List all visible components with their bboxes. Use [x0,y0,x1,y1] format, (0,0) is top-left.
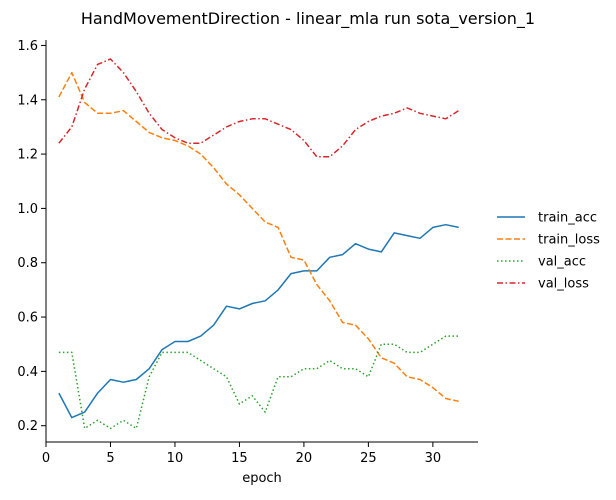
legend-label-val-loss: val_loss [538,277,589,292]
y-tick-label: 1.6 [17,39,38,54]
x-tick-label: 5 [106,451,114,466]
y-tick-label: 0.2 [17,419,38,434]
y-tick-label: 0.4 [17,365,38,380]
legend-label-train-loss: train_loss [538,233,600,248]
x-tick-label: 30 [425,451,442,466]
legend: train_acc train_loss val_acc val_loss [497,211,600,292]
y-tick-label: 1.4 [17,93,38,108]
chart-title: HandMovementDirection - linear_mla run s… [81,9,535,29]
series-line-val-loss [58,58,460,158]
y-tick-label: 1.0 [17,202,38,217]
legend-label-val-acc: val_acc [538,255,586,270]
legend-label-train-acc: train_acc [538,211,597,226]
x-tick-label: 20 [296,451,313,466]
axes: 0 5 10 15 20 25 30 0.2 0.4 0.6 0.8 1.0 1.2 1.4 1.6 [17,39,478,466]
y-tick-label: 1.2 [17,148,38,163]
x-tick-label: 0 [42,451,50,466]
series-line-train-acc [58,223,459,419]
series-line-train-loss [58,71,459,403]
y-tick-label: 0.6 [17,311,38,326]
x-tick-label: 25 [360,451,377,466]
series-line-val-acc [58,335,459,430]
x-axis-title: epoch [242,471,282,486]
series-layer [58,58,460,430]
y-tick-label: 0.8 [17,256,38,271]
x-tick-label: 10 [167,451,184,466]
x-tick-label: 15 [231,451,248,466]
